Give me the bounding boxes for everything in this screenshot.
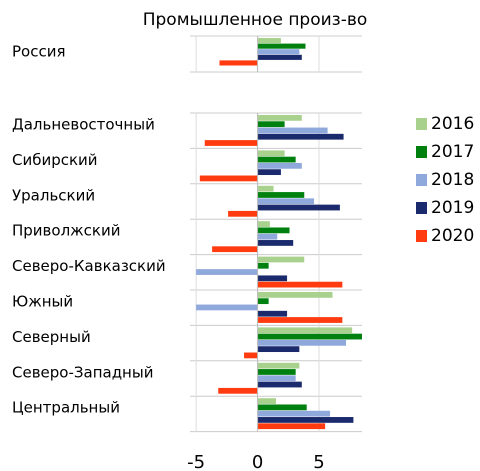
- bar: [257, 333, 362, 340]
- bar: [218, 387, 258, 394]
- bar: [257, 38, 281, 44]
- category-label: Центральный: [12, 399, 120, 417]
- category-label: Уральский: [12, 186, 95, 204]
- bar: [257, 204, 340, 211]
- bar: [257, 362, 300, 369]
- category-label: Северо-Кавказский: [12, 257, 166, 275]
- bar: [257, 221, 270, 227]
- x-tick-label: 5: [313, 452, 324, 471]
- legend-label: 2017: [431, 142, 474, 162]
- bar: [257, 54, 302, 60]
- bar: [257, 262, 269, 269]
- bar: [219, 60, 258, 66]
- bar: [257, 292, 333, 298]
- category-label: Северо-Западный: [12, 363, 153, 381]
- bar: [257, 369, 296, 375]
- bar: [257, 185, 274, 192]
- bar: [257, 121, 285, 128]
- bar: [199, 175, 258, 182]
- bar: [244, 352, 258, 359]
- bar: [257, 375, 296, 382]
- legend-swatch: [416, 146, 427, 158]
- legend-label: 2019: [431, 198, 474, 218]
- x-tick-label: -5: [187, 452, 205, 471]
- bar: [257, 298, 269, 305]
- category-label: Дальневосточный: [12, 116, 155, 134]
- bar: [257, 192, 305, 198]
- bar: [212, 246, 258, 253]
- category-label: Приволжский: [12, 222, 120, 240]
- bar: [257, 339, 347, 346]
- chart-title: Промышленное произ-во: [143, 10, 368, 30]
- legend-swatch: [416, 174, 427, 186]
- bar: [257, 162, 302, 169]
- bar: [257, 49, 300, 55]
- bar: [257, 233, 278, 240]
- bar: [257, 156, 296, 163]
- bar: [257, 169, 281, 176]
- bar: [257, 417, 354, 423]
- bar: [257, 256, 305, 263]
- bar: [257, 281, 343, 288]
- bar: [196, 304, 258, 311]
- bar: [257, 115, 302, 121]
- bar: [257, 150, 285, 157]
- bar: [257, 410, 331, 417]
- x-tick-label: 0: [252, 452, 263, 471]
- legend-swatch: [416, 202, 427, 214]
- bar: [257, 346, 300, 353]
- bar: [257, 381, 302, 388]
- legend-swatch: [416, 230, 427, 242]
- category-label: Россия: [12, 43, 66, 61]
- bar: [257, 398, 276, 404]
- bar: [196, 269, 258, 275]
- bar: [257, 198, 315, 205]
- category-label: Северный: [12, 328, 91, 346]
- legend-label: 2018: [431, 170, 474, 190]
- legend-label: 2020: [431, 226, 474, 246]
- bar: [228, 210, 258, 217]
- bar: [257, 275, 288, 282]
- bar: [257, 43, 306, 49]
- category-label: Сибирский: [12, 151, 98, 169]
- bar: [257, 310, 288, 317]
- bar: [257, 327, 353, 334]
- legend-swatch: [416, 118, 427, 130]
- bar: [204, 140, 258, 146]
- legend-label: 2016: [431, 114, 474, 134]
- bar: [257, 240, 294, 246]
- bar: [257, 133, 344, 140]
- bar: [257, 127, 328, 134]
- bar: [257, 423, 326, 430]
- bar: [257, 317, 343, 323]
- bar: [257, 227, 290, 234]
- bar: [257, 404, 307, 411]
- category-label: Южный: [12, 293, 73, 311]
